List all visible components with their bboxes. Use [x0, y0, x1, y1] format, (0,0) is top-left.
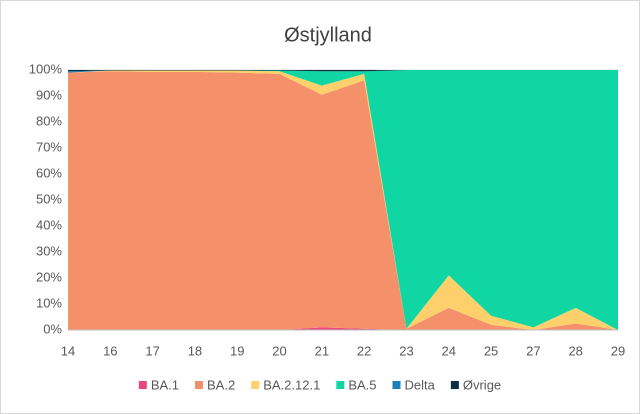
x-tick-label: 19 [230, 343, 244, 358]
y-tick-label: 80% [36, 113, 62, 128]
x-tick-label: 21 [315, 343, 329, 358]
legend-label: BA.1 [151, 377, 179, 392]
y-tick-label: 0% [43, 321, 62, 336]
legend-swatch [251, 381, 260, 389]
area [68, 70, 618, 72]
legend-label: BA.2.12.1 [263, 377, 320, 392]
legend-swatch [195, 381, 204, 389]
x-tick-label: 23 [399, 343, 413, 358]
legend-swatch [392, 381, 401, 389]
y-tick-label: 70% [36, 139, 62, 154]
y-tick-label: 40% [36, 217, 62, 232]
y-tick-label: 30% [36, 243, 62, 258]
y-tick-label: 50% [36, 191, 62, 206]
y-tick-label: 90% [36, 87, 62, 102]
x-tick-label: 17 [145, 343, 159, 358]
x-tick-label: 29 [611, 343, 625, 358]
x-tick-label: 14 [61, 343, 75, 358]
legend-label: BA.5 [348, 377, 376, 392]
legend-swatch [450, 381, 459, 389]
x-tick-label: 27 [526, 343, 540, 358]
x-tick-label: 24 [442, 343, 456, 358]
legend-label: BA.2 [207, 377, 235, 392]
x-tick-label: 22 [357, 343, 371, 358]
x-tick-label: 25 [484, 343, 498, 358]
legend-swatch [138, 381, 147, 389]
legend-swatch [336, 381, 345, 389]
area [68, 71, 618, 331]
chart-title: Østjylland [284, 24, 372, 46]
x-tick-label: 20 [272, 343, 286, 358]
legend-label: Øvrige [463, 377, 501, 392]
legend-label: Delta [405, 377, 436, 392]
y-tick-label: 100% [29, 61, 63, 76]
x-tick-label: 18 [188, 343, 202, 358]
area [68, 327, 618, 330]
x-tick-label: 16 [103, 343, 117, 358]
y-tick-label: 60% [36, 165, 62, 180]
y-tick-label: 20% [36, 269, 62, 284]
y-tick-label: 10% [36, 295, 62, 310]
x-tick-label: 28 [568, 343, 582, 358]
area [68, 70, 618, 330]
